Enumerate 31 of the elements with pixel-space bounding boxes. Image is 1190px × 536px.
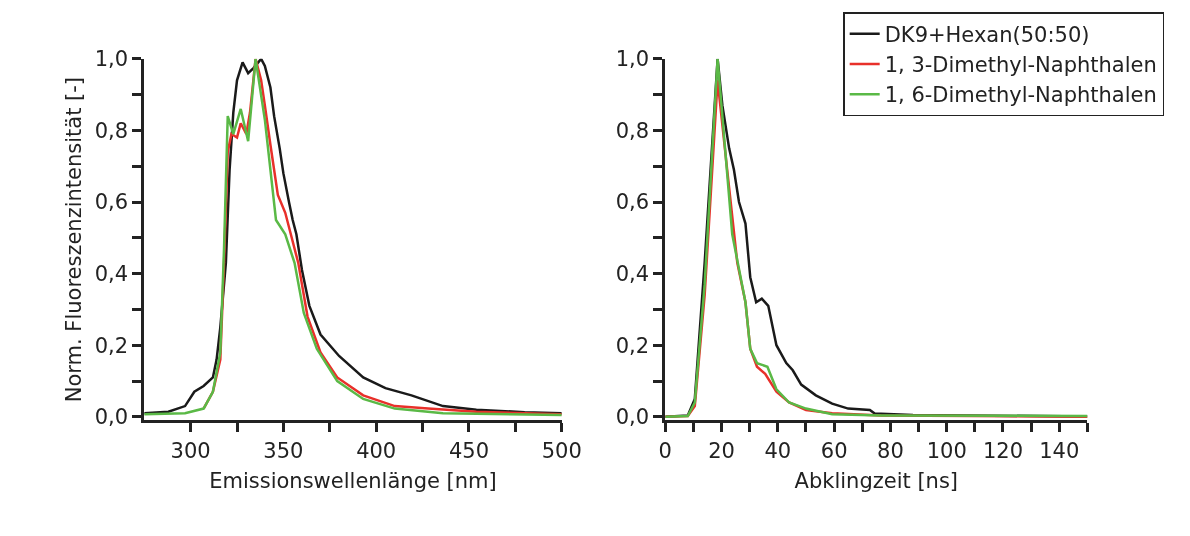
x-tick-label: 400 (356, 438, 397, 463)
y-tick-label: 0,6 (94, 190, 129, 215)
x-tick-label: 500 (541, 438, 582, 463)
y-tick-label: 0,2 (94, 333, 129, 358)
y-axis-title: Norm. Fluoreszenzintensität [-] (61, 76, 86, 403)
x-tick-label: 300 (170, 438, 211, 463)
x-axis-title: Emissionswellenlänge [nm] (209, 468, 497, 493)
y-tick-label: 0,0 (615, 405, 650, 430)
y-tick-label: 1,0 (94, 47, 129, 72)
x-tick-label: 140 (1039, 438, 1080, 463)
x-tick-label: 40 (764, 438, 792, 463)
y-tick-label: 0,8 (94, 118, 129, 143)
y-tick-label: 0,2 (615, 333, 650, 358)
y-tick-label: 0,4 (94, 261, 129, 286)
x-tick-label: 60 (820, 438, 848, 463)
legend-label: 1, 3-Dimethyl-Naphthalen (884, 53, 1157, 78)
y-tick-label: 0,0 (94, 405, 129, 430)
y-tick-label: 1,0 (615, 47, 650, 72)
legend-label: DK9+Hexan(50:50) (884, 22, 1090, 47)
x-axis-title: Abklingzeit [ns] (794, 468, 959, 493)
x-tick-label: 0 (658, 438, 672, 463)
y-tick-label: 0,8 (615, 118, 650, 143)
x-tick-label: 450 (448, 438, 490, 463)
x-tick-label: 350 (263, 438, 304, 463)
y-tick-label: 0,6 (615, 190, 650, 215)
x-tick-label: 100 (926, 438, 967, 463)
x-tick-label: 120 (982, 438, 1024, 463)
x-tick-label: 80 (877, 438, 904, 463)
legend-label: 1, 6-Dimethyl-Naphthalen (884, 83, 1157, 108)
x-tick-label: 20 (708, 438, 735, 463)
y-tick-label: 0,4 (615, 261, 650, 286)
